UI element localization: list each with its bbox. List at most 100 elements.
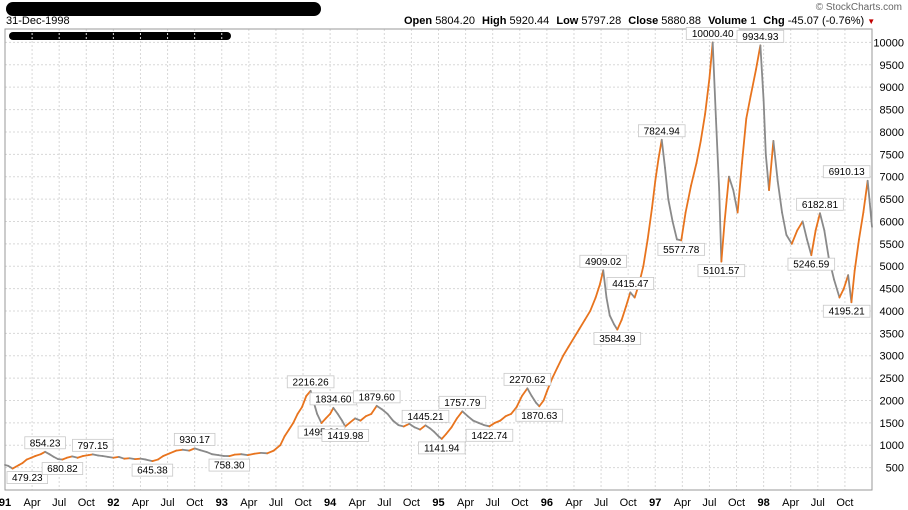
price-segment [283, 428, 290, 438]
annotation-box [208, 458, 251, 472]
price-segment [316, 413, 323, 424]
price-segment [144, 458, 154, 463]
chg-value: -45.07 (-0.76%) [787, 15, 865, 27]
price-segment [605, 296, 611, 317]
price-segment [819, 212, 826, 232]
y-tick-label: 8500 [880, 105, 904, 117]
price-segment [858, 211, 865, 241]
price-segment [329, 406, 335, 415]
annotation-box [131, 463, 174, 477]
annotation-box [352, 390, 401, 404]
price-segment [823, 229, 830, 259]
price-segment [246, 452, 256, 456]
annotation-box [24, 436, 66, 450]
annotation-label: 930.17 [179, 435, 210, 446]
y-tick-label: 4500 [880, 284, 904, 296]
x-tick-label: Apr [565, 497, 582, 509]
x-tick-label: 98 [758, 497, 770, 509]
price-annotation: 797.15 [72, 438, 114, 452]
y-tick-label: 5500 [880, 239, 904, 251]
price-segment [562, 345, 570, 357]
price-segment [850, 269, 856, 304]
x-tick-label: Oct [78, 497, 95, 509]
price-annotation: 2270.62 [503, 372, 552, 386]
x-tick-label: Jul [161, 497, 175, 509]
y-tick-label: 7000 [880, 172, 904, 184]
price-annotation: 645.38 [131, 463, 174, 477]
price-segment [181, 448, 191, 452]
y-tick-label: 9000 [880, 82, 904, 94]
volume-label: Volume [708, 15, 748, 27]
price-annotation: 1445.21 [401, 409, 450, 423]
price-segment [699, 113, 707, 142]
price-segment [305, 389, 312, 397]
annotation-box [418, 441, 466, 455]
open-label: Open [404, 15, 433, 27]
x-tick-label: Apr [457, 497, 474, 509]
price-segment [526, 387, 533, 397]
price-segment [408, 422, 416, 429]
x-tick-label: Apr [674, 497, 691, 509]
annotation-box [736, 29, 785, 43]
price-annotation: 479.23 [6, 471, 48, 484]
price-annotation: 1834.60 [309, 392, 358, 405]
annotation-label: 3584.39 [599, 334, 636, 345]
price-segment [654, 157, 660, 183]
x-tick-label: 91 [0, 497, 11, 509]
y-tick-label: 10000 [873, 37, 904, 49]
annotation-box [822, 304, 871, 318]
annotation-box [286, 375, 335, 389]
price-segment [573, 327, 581, 339]
down-arrow-icon: ▼ [867, 17, 876, 26]
price-segment [810, 229, 817, 257]
annotation-label: 6182.81 [802, 200, 839, 211]
x-tick-label: 93 [216, 497, 228, 509]
price-segment [868, 202, 873, 228]
price-segment [483, 424, 491, 428]
price-segment [21, 458, 28, 465]
annotation-label: 1870.63 [521, 411, 558, 422]
y-tick-label: 5000 [880, 261, 904, 273]
price-annotation: 1757.79 [438, 395, 487, 409]
price-segment [266, 449, 275, 455]
price-segment [392, 419, 400, 427]
annotation-label: 2270.62 [509, 375, 546, 386]
high-label: High [482, 15, 507, 27]
x-tick-label: Apr [782, 497, 799, 509]
x-tick-label: Apr [24, 497, 41, 509]
annotation-label: 2216.26 [293, 377, 330, 388]
price-segment [296, 406, 303, 415]
price-segment [375, 404, 384, 411]
price-segment [853, 238, 860, 272]
volume-value: 1 [750, 15, 757, 27]
price-segment [253, 451, 262, 455]
price-segment [768, 139, 775, 192]
y-tick-label: 2500 [880, 373, 904, 385]
date-label: 31-Dec-1998 [6, 15, 70, 27]
redacted-legend-bar [9, 32, 231, 40]
y-axis: 500 1000 1500 2000 2500 3000 3500 4000 4500 5000 5… [873, 37, 904, 474]
x-tick-label: Apr [349, 497, 366, 509]
annotation-label: 4909.02 [585, 257, 622, 268]
low-label: Low [556, 15, 579, 27]
x-tick-label: Jul [811, 497, 825, 509]
chg-label: Chg [763, 15, 785, 27]
price-segment [764, 153, 770, 192]
annotation-box [697, 264, 746, 278]
price-segment [551, 366, 559, 380]
annotation-label: 1445.21 [407, 412, 444, 423]
low-value: 5797.28 [581, 15, 622, 27]
price-segment [151, 458, 159, 463]
price-segment [530, 395, 537, 404]
price-annotation: 7824.94 [638, 124, 686, 137]
price-segment [762, 99, 767, 156]
price-segment [370, 404, 378, 415]
price-annotation: 1879.60 [352, 390, 401, 404]
price-segment [728, 175, 735, 192]
price-segment [862, 179, 869, 214]
price-segment [292, 413, 299, 424]
x-tick-label: Oct [728, 497, 745, 509]
price-segment [472, 419, 480, 424]
annotation-label: 10000.40 [692, 29, 734, 40]
price-segment [71, 455, 79, 459]
